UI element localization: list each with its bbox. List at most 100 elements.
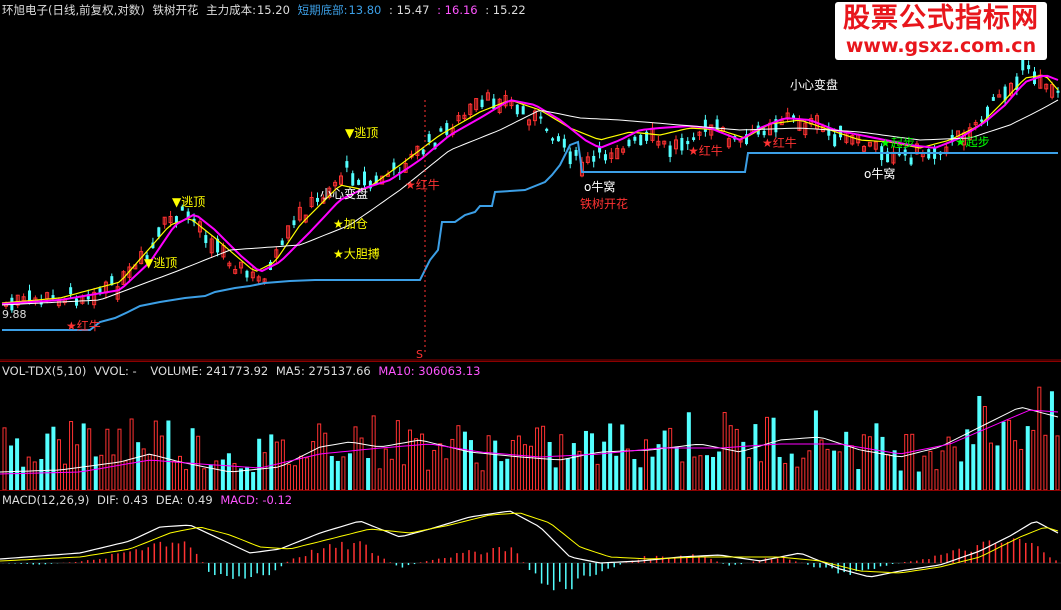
candle-body <box>551 138 555 141</box>
candle-body <box>867 141 872 147</box>
candle-body <box>168 216 173 224</box>
volume-bar <box>456 425 461 491</box>
volume-bar <box>995 445 1000 490</box>
candle-body <box>474 98 479 111</box>
candle-body <box>75 298 79 306</box>
volume-bar <box>383 448 388 491</box>
volume-bar <box>117 428 122 491</box>
signal-label: ★大胆搏 <box>333 247 380 261</box>
candle-body <box>585 156 590 163</box>
volume-bar <box>565 458 570 490</box>
candle-body <box>297 206 302 221</box>
signal-label: ★红牛 <box>688 143 723 158</box>
volume-bar <box>952 446 957 491</box>
volume-bar <box>711 456 716 490</box>
volume-bar <box>196 435 201 491</box>
candle-body <box>633 136 637 141</box>
volume-bar <box>311 441 316 491</box>
candle-body <box>509 101 514 107</box>
volume-bar <box>777 456 782 490</box>
candle-body <box>357 179 361 185</box>
candle-body <box>503 95 508 107</box>
price-panel[interactable]: ▼逃顶 ▼逃顶 ▼逃顶 小心变盘 小心变盘 ★加仓 ★大胆搏 ★红牛 ★红牛 ★红牛 ★红牛 o牛窝 o… <box>0 0 1061 361</box>
volume-bar <box>595 463 600 491</box>
volume-bar <box>190 428 195 490</box>
candle-body <box>139 251 144 265</box>
value-3: : 15.47 <box>389 3 430 17</box>
volume-bar <box>880 436 885 490</box>
candle-body <box>1050 84 1055 98</box>
candle-body <box>309 196 314 208</box>
candle-body <box>427 134 431 143</box>
signal-label: ★起步 <box>955 135 990 149</box>
volume-bar <box>245 466 250 490</box>
candle-body <box>645 131 649 141</box>
volume-bar <box>741 441 746 490</box>
vol-ma5-line <box>0 407 1059 473</box>
candle-body <box>956 130 961 138</box>
price-header: 环旭电子(日线,前复权,对数) 铁树开花 主力成本:15.20 短期底部:13.… <box>2 2 530 18</box>
macd-value: MACD: -0.12 <box>220 493 293 507</box>
candle-body <box>973 122 978 126</box>
watermark-title: 股票公式指标网 <box>843 3 1039 34</box>
volume-bar <box>535 427 540 491</box>
volume-bar <box>510 439 515 491</box>
candle-body <box>556 136 560 142</box>
volume-bar <box>638 467 643 490</box>
stock-name: 环旭电子 <box>2 3 48 17</box>
volume-bar <box>765 416 770 491</box>
candle-body <box>69 287 73 295</box>
volume-panel[interactable]: VOL-TDX(5,10) VVOL: - VOLUME: 241773.92 … <box>0 361 1061 491</box>
volume-bar <box>692 456 697 491</box>
candle-body <box>462 114 467 120</box>
candle-body <box>180 206 184 211</box>
volume-bar <box>377 468 382 491</box>
candle-body <box>327 187 332 198</box>
candle-body <box>909 157 913 165</box>
volume-bar <box>184 469 189 491</box>
candle-body <box>527 119 532 126</box>
candle-body <box>338 175 343 185</box>
volume-bar <box>832 450 837 490</box>
candle-body <box>609 152 614 159</box>
volume-bar <box>988 442 993 491</box>
candle-body <box>110 276 114 286</box>
volume-bar <box>32 461 37 491</box>
signal-label: ★加仓 <box>333 217 368 231</box>
volume-bar <box>922 455 927 491</box>
candle-body <box>51 295 55 299</box>
dea-value: DEA: 0.49 <box>155 493 213 507</box>
volume-bar <box>111 454 116 491</box>
volume-bar <box>389 458 394 491</box>
volume-bar <box>674 446 679 490</box>
volume-bar <box>722 412 727 491</box>
candle-body <box>515 104 519 115</box>
macd-chart[interactable] <box>0 491 1061 610</box>
candle-body <box>204 235 208 244</box>
s-marker: S <box>416 348 423 361</box>
volume-bar <box>347 453 352 490</box>
macd-panel[interactable]: MACD(12,26,9) DIF: 0.43 DEA: 0.49 MACD: … <box>0 490 1061 610</box>
volume-bar <box>541 425 546 491</box>
volume-bar <box>323 432 328 491</box>
volume-bar <box>898 470 903 490</box>
candle-body <box>98 288 102 295</box>
candle-body <box>86 294 90 300</box>
volume-bar <box>105 428 110 491</box>
volume-bar <box>1049 391 1054 490</box>
candle-body <box>368 180 372 189</box>
candle-body <box>703 119 707 132</box>
candle-body <box>250 271 255 279</box>
price-chart[interactable]: ▼逃顶▼逃顶▼逃顶小心变盘小心变盘★加仓★大胆搏★红牛★红牛★红牛★红牛o牛窝o… <box>0 0 1061 361</box>
volume-bar <box>668 427 673 491</box>
candle-body <box>1027 65 1031 70</box>
macd-dif-line <box>0 510 1059 578</box>
volume-chart[interactable] <box>0 362 1061 491</box>
candle-body <box>174 216 178 223</box>
volume-bar <box>366 458 371 490</box>
volume-bar <box>1013 440 1018 491</box>
volume-bar <box>717 451 722 490</box>
candle-body <box>532 110 537 122</box>
candle-body <box>292 220 296 226</box>
volume-bar <box>801 457 806 491</box>
